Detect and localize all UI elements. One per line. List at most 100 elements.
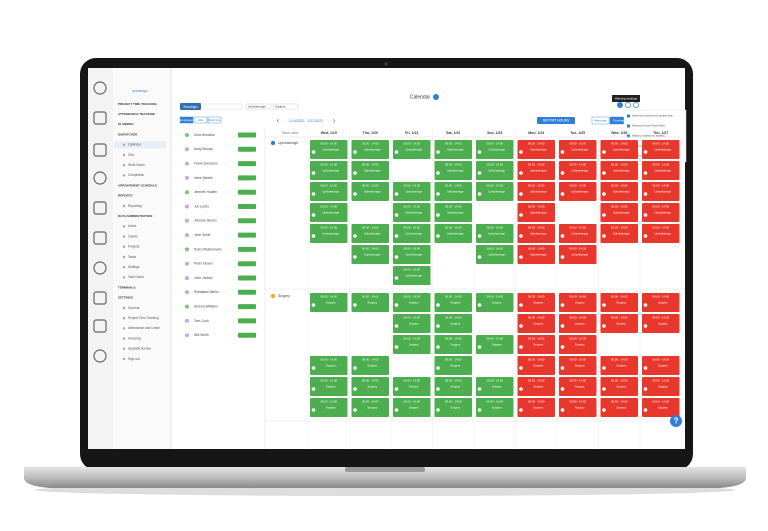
- top-button[interactable]: [591, 116, 610, 125]
- shift-card[interactable]: [434, 224, 473, 243]
- shift-card[interactable]: [434, 293, 473, 312]
- shift-card[interactable]: [642, 182, 680, 201]
- shift-card[interactable]: [351, 245, 390, 264]
- rail-icon[interactable]: [93, 319, 107, 333]
- shift-card[interactable]: [434, 182, 473, 201]
- shift-card[interactable]: [393, 266, 431, 285]
- shift-card[interactable]: [351, 293, 390, 312]
- warning-checkbox[interactable]: [627, 124, 630, 128]
- menu-item[interactable]: General: [128, 306, 140, 310]
- shift-card[interactable]: [393, 182, 431, 201]
- shift-card[interactable]: [642, 203, 680, 222]
- menu-item[interactable]: Project Time Tracking: [128, 316, 159, 320]
- shift-card[interactable]: [559, 314, 597, 333]
- filter-dropdown[interactable]: [245, 103, 272, 110]
- shift-card[interactable]: [517, 335, 556, 354]
- menu-item[interactable]: Sign out: [128, 357, 140, 361]
- shift-card[interactable]: [517, 245, 556, 264]
- shift-card[interactable]: [559, 224, 597, 243]
- shift-card[interactable]: [642, 314, 680, 333]
- shift-card[interactable]: [351, 377, 390, 396]
- shift-card[interactable]: [559, 377, 597, 396]
- shift-card[interactable]: [642, 356, 680, 375]
- shift-card[interactable]: [434, 356, 473, 375]
- settings-icon[interactable]: [625, 102, 631, 108]
- menu-item[interactable]: Reporting: [128, 204, 142, 208]
- shift-card[interactable]: [517, 293, 556, 312]
- shift-card[interactable]: [517, 140, 556, 159]
- shift-card[interactable]: [434, 314, 473, 333]
- employee-name[interactable]: Zora Hendrick: [194, 133, 215, 137]
- shift-card[interactable]: [600, 398, 639, 417]
- shift-card[interactable]: [310, 224, 348, 243]
- shift-card[interactable]: [559, 182, 597, 201]
- menu-item[interactable]: Task Hours: [128, 275, 144, 279]
- shift-card[interactable]: [393, 140, 431, 159]
- shift-card[interactable]: [600, 161, 639, 180]
- shift-card[interactable]: [642, 140, 680, 159]
- shift-card[interactable]: [476, 377, 514, 396]
- shift-card[interactable]: [434, 377, 473, 396]
- menu-item[interactable]: Projects: [128, 245, 140, 249]
- menu-item[interactable]: Completion: [128, 173, 144, 177]
- location-button[interactable]: [180, 103, 201, 110]
- shift-card[interactable]: [559, 161, 597, 180]
- shift-card[interactable]: [476, 398, 514, 417]
- shift-card[interactable]: [310, 203, 348, 222]
- rail-icon[interactable]: [93, 81, 107, 95]
- shift-card[interactable]: [310, 161, 348, 180]
- shift-card[interactable]: [393, 377, 431, 396]
- shift-card[interactable]: [476, 245, 514, 264]
- shift-card[interactable]: [351, 224, 390, 243]
- shift-card[interactable]: [517, 377, 556, 396]
- shift-card[interactable]: [517, 161, 556, 180]
- rail-icon[interactable]: [93, 231, 107, 245]
- menu-item[interactable]: Work Hours: [128, 163, 145, 167]
- employee-name[interactable]: Frank Svensson: [194, 161, 218, 165]
- next-arrow[interactable]: ›: [333, 116, 336, 125]
- shift-card[interactable]: [559, 140, 597, 159]
- shift-card[interactable]: [434, 335, 473, 354]
- shift-card[interactable]: [559, 293, 597, 312]
- shift-card[interactable]: [600, 377, 639, 396]
- shift-card[interactable]: [476, 140, 514, 159]
- shift-card[interactable]: [310, 293, 348, 312]
- shift-card[interactable]: [393, 293, 431, 312]
- menu-item[interactable]: Invoicing: [128, 336, 141, 340]
- shift-card[interactable]: [517, 203, 556, 222]
- menu-item[interactable]: Users: [128, 224, 137, 228]
- filter-dropdown[interactable]: [272, 103, 299, 110]
- menu-item[interactable]: Attendance and Leave: [128, 326, 160, 330]
- employee-name[interactable]: Johnnie Sinsen: [194, 219, 217, 223]
- employee-name[interactable]: John Smith: [194, 233, 211, 237]
- shift-card[interactable]: [310, 377, 348, 396]
- view-button[interactable]: [179, 116, 194, 124]
- rail-icon[interactable]: [93, 143, 107, 157]
- rail-icon[interactable]: [93, 171, 107, 185]
- shift-card[interactable]: [310, 182, 348, 201]
- print-icon[interactable]: [633, 102, 639, 108]
- rail-icon[interactable]: [93, 291, 107, 305]
- shift-card[interactable]: [517, 398, 556, 417]
- view-button[interactable]: [207, 116, 222, 124]
- shift-card[interactable]: [642, 398, 680, 417]
- shift-card[interactable]: [393, 398, 431, 417]
- employee-name[interactable]: Will Smith: [194, 333, 209, 337]
- shift-card[interactable]: [351, 140, 390, 159]
- shift-card[interactable]: [310, 356, 348, 375]
- menu-item[interactable]: Grid: [128, 153, 134, 157]
- shift-card[interactable]: [600, 203, 639, 222]
- shift-card[interactable]: [476, 182, 514, 201]
- menu-item[interactable]: Upgrade license: [128, 347, 151, 351]
- shift-card[interactable]: [517, 314, 556, 333]
- shift-card[interactable]: [600, 356, 639, 375]
- shift-card[interactable]: [393, 245, 431, 264]
- employee-name[interactable]: Peter Tarsen: [194, 262, 213, 266]
- shift-card[interactable]: [600, 293, 639, 312]
- shift-card[interactable]: [600, 314, 639, 333]
- shift-card[interactable]: [600, 224, 639, 243]
- shift-card[interactable]: [351, 398, 390, 417]
- shift-card[interactable]: [642, 224, 680, 243]
- rail-icon[interactable]: [93, 349, 107, 363]
- shift-card[interactable]: [642, 377, 680, 396]
